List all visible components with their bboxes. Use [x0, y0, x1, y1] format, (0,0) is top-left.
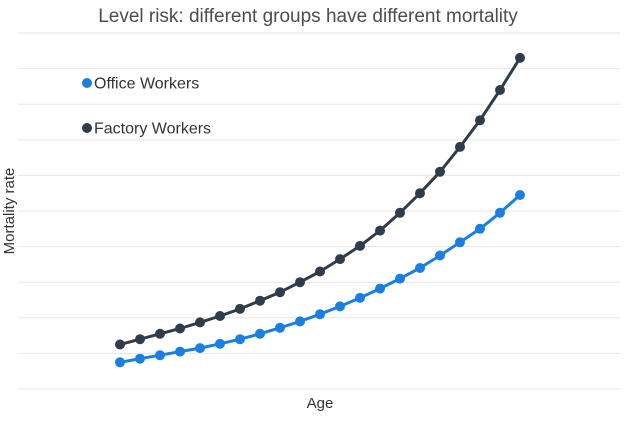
data-point-office-workers [475, 223, 485, 234]
data-point-factory-workers [475, 115, 485, 126]
data-point-office-workers [435, 250, 445, 261]
legend-item-factory-workers: Factory Workers [82, 121, 211, 138]
legend-marker-factory-workers [82, 123, 92, 133]
data-point-factory-workers [315, 266, 325, 277]
x-axis-label: Age [307, 395, 334, 412]
data-point-factory-workers [275, 287, 285, 298]
data-point-factory-workers [375, 225, 385, 236]
data-point-office-workers [195, 343, 205, 354]
data-point-office-workers [175, 346, 185, 357]
data-point-office-workers [395, 273, 405, 284]
data-point-factory-workers [295, 277, 305, 288]
data-point-office-workers [315, 309, 325, 320]
series-office-workers [115, 190, 525, 368]
data-point-factory-workers [495, 85, 505, 95]
data-point-factory-workers [415, 188, 425, 199]
data-point-factory-workers [255, 295, 265, 306]
data-point-office-workers [355, 292, 365, 303]
series-layer [115, 52, 525, 368]
data-point-factory-workers [235, 303, 245, 314]
data-point-factory-workers [215, 311, 225, 321]
legend-label-office-workers: Office Workers [94, 76, 199, 93]
data-point-office-workers [235, 334, 245, 345]
legend-marker-office-workers [82, 78, 92, 88]
data-point-office-workers [115, 357, 125, 368]
data-point-office-workers [275, 322, 285, 333]
data-point-office-workers [155, 350, 165, 361]
legend: Office Workers Factory Workers [82, 76, 211, 138]
legend-label-factory-workers: Factory Workers [94, 121, 211, 138]
data-point-office-workers [415, 263, 425, 273]
data-point-factory-workers [355, 240, 365, 251]
data-point-office-workers [295, 316, 305, 327]
data-point-factory-workers [515, 52, 525, 63]
data-point-office-workers [515, 190, 525, 200]
data-point-office-workers [255, 328, 265, 339]
legend-item-office-workers: Office Workers [82, 76, 199, 93]
data-point-office-workers [455, 237, 465, 248]
data-point-office-workers [335, 301, 345, 312]
data-point-factory-workers [195, 317, 205, 328]
data-point-office-workers [375, 283, 385, 294]
series-line-office-workers [119, 193, 521, 364]
series-line-factory-workers [119, 57, 522, 346]
y-axis-label: Mortality rate [1, 168, 18, 255]
data-point-factory-workers [135, 334, 145, 345]
data-point-factory-workers [175, 323, 185, 334]
gridlines [18, 32, 620, 390]
data-point-office-workers [135, 353, 145, 364]
data-point-factory-workers [115, 339, 125, 350]
series-factory-workers [115, 52, 525, 350]
data-point-factory-workers [335, 254, 345, 265]
data-point-office-workers [495, 207, 505, 218]
data-point-factory-workers [455, 141, 465, 152]
data-point-factory-workers [435, 166, 445, 177]
data-point-factory-workers [395, 207, 405, 218]
data-point-office-workers [215, 338, 225, 349]
data-point-factory-workers [155, 328, 165, 339]
chart-title: Level risk: different groups have differ… [98, 6, 518, 27]
